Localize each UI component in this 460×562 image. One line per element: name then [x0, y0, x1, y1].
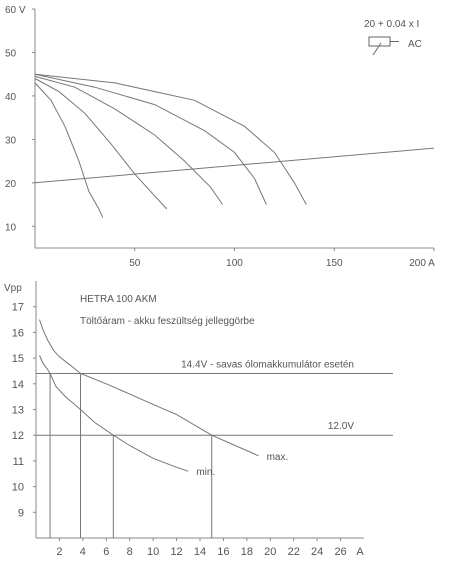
- bottom-x-unit: A: [356, 546, 364, 558]
- bottom-chart-ylabel: Vpp: [4, 283, 22, 294]
- bottom-x-tick-label: 10: [147, 546, 159, 558]
- bottom-x-tick-label: 6: [103, 546, 109, 558]
- top-y-tick-label: 20: [5, 179, 17, 190]
- bottom-y-tick-label: 10: [12, 482, 24, 494]
- top-y-tick-label: 50: [5, 48, 17, 59]
- bottom-y-tick-label: 9: [18, 507, 24, 519]
- bottom-x-tick-label: 24: [311, 546, 323, 558]
- bottom-x-tick-label: 26: [334, 546, 346, 558]
- top-y-tick-label: 60 V: [5, 5, 26, 16]
- bottom-y-tick-label: 12: [12, 430, 24, 442]
- discharge-curve-2: [34, 78, 168, 210]
- bottom-x-tick-label: 18: [241, 546, 253, 558]
- series-label-max: max.: [267, 452, 289, 463]
- bottom-chart: Vpp HETRA 100 AKM Töltőáram - akku feszü…: [4, 281, 393, 558]
- discharge-curve-1: [34, 82, 104, 218]
- discharge-curve-5: [34, 73, 307, 205]
- bottom-x-tick-label: 16: [217, 546, 229, 558]
- bottom-chart-title: HETRA 100 AKM: [80, 294, 157, 305]
- discharge-curve-4: [34, 73, 267, 205]
- load-line: [34, 147, 435, 184]
- bottom-x-tick-label: 12: [170, 546, 182, 558]
- top-x-tick-label: 150: [326, 258, 343, 269]
- top-chart: 10 20 30 40 50 60 V 50 100 150 200 A 20 + 0.04 x…: [5, 5, 435, 269]
- bottom-x-tick-label: 22: [288, 546, 300, 558]
- bottom-chart-subtitle: Töltőáram - akku feszültség jelleggörbe: [80, 316, 255, 327]
- discharge-curve-3: [34, 75, 223, 205]
- series-max-line: [39, 319, 259, 457]
- series-min-line: [39, 355, 189, 472]
- bottom-y-tick-label: 14: [12, 379, 24, 391]
- legend-formula: 20 + 0.04 x I: [364, 19, 419, 30]
- bottom-x-tick-label: 20: [264, 546, 276, 558]
- resistor-arrow: [372, 42, 382, 56]
- top-chart-legend: 20 + 0.04 x I AC: [364, 19, 422, 56]
- top-x-tick-label: 50: [129, 258, 141, 269]
- bottom-y-tick-label: 17: [12, 302, 24, 314]
- top-x-tick-label: 200 A: [409, 258, 435, 269]
- top-y-tick-label: 10: [5, 222, 17, 233]
- top-x-tick-label: 100: [226, 258, 243, 269]
- bottom-x-tick-label: 2: [56, 546, 62, 558]
- bottom-x-tick-label: 8: [127, 546, 133, 558]
- bottom-y-tick-label: 11: [13, 456, 24, 468]
- series-label-min: min.: [196, 467, 215, 478]
- bottom-y-tick-label: 15: [12, 353, 24, 365]
- reference-line-label-1: 12.0V: [328, 421, 354, 432]
- bottom-x-tick-label: 4: [80, 546, 86, 558]
- bottom-x-tick-label: 14: [194, 546, 206, 558]
- reference-line-label-0: 14.4V - savas ólomakkumulátor esetén: [181, 360, 354, 371]
- bottom-y-tick-label: 16: [12, 327, 24, 339]
- top-y-tick-label: 30: [5, 135, 17, 146]
- legend-label: AC: [408, 39, 422, 50]
- top-y-tick-label: 40: [5, 92, 17, 103]
- bottom-y-tick-label: 13: [12, 405, 24, 417]
